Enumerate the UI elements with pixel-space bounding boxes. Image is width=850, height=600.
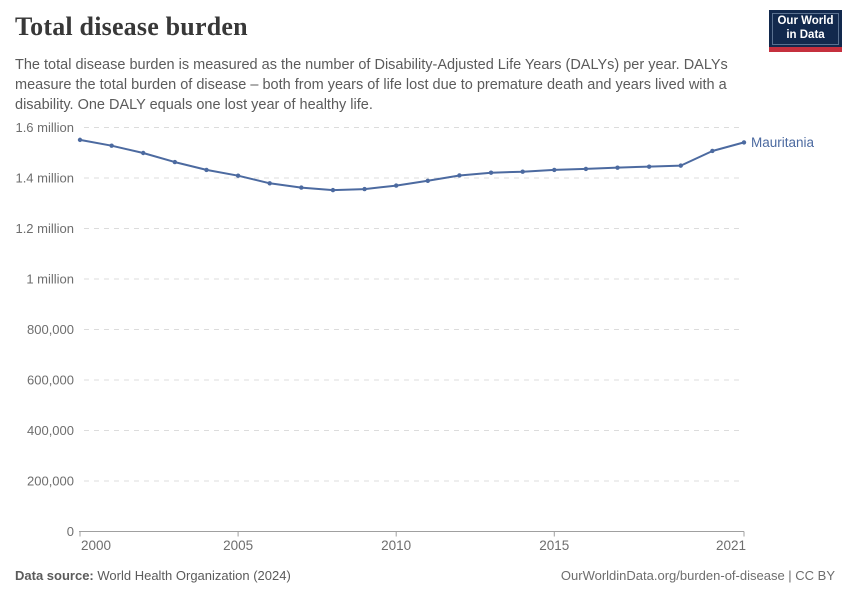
x-axis-tick-label: 2000 [81, 538, 111, 553]
y-axis-tick-label: 1.2 million [15, 221, 74, 236]
entity-label[interactable]: Mauritania [751, 135, 815, 150]
y-axis-tick-label: 1.4 million [15, 171, 74, 186]
x-axis-tick-label: 2005 [223, 538, 253, 553]
data-point[interactable] [646, 164, 652, 169]
data-source-label: Data source: [15, 568, 94, 583]
y-axis-tick-label: 0 [67, 524, 74, 539]
data-point[interactable] [741, 140, 747, 145]
y-axis-tick-label: 1 million [26, 272, 74, 287]
data-point[interactable] [77, 137, 83, 143]
data-point[interactable] [393, 183, 399, 188]
y-axis-tick-label: 400,000 [27, 423, 74, 438]
owid-logo[interactable]: Our World in Data [769, 10, 842, 52]
chart-header: Total disease burden The total disease b… [15, 10, 842, 115]
data-point[interactable] [109, 143, 114, 148]
y-axis-tick-label: 600,000 [27, 373, 74, 388]
data-point[interactable] [710, 148, 715, 154]
data-point[interactable] [520, 169, 525, 174]
x-axis-tick-label: 2015 [539, 538, 569, 553]
owid-logo-text: Our World in Data [772, 13, 839, 45]
data-point[interactable] [552, 167, 557, 173]
data-point[interactable] [362, 186, 367, 192]
data-point[interactable] [457, 173, 462, 178]
data-point[interactable] [141, 150, 146, 156]
y-axis-tick-label: 200,000 [27, 474, 74, 489]
x-axis-tick-label: 2021 [716, 538, 746, 553]
series-line[interactable] [79, 138, 745, 192]
page-title: Total disease burden [15, 12, 248, 41]
owid-logo-line1: Our World [777, 15, 834, 28]
y-axis-tick-label: 800,000 [27, 322, 74, 337]
data-point[interactable] [299, 185, 304, 190]
data-point[interactable] [204, 167, 209, 173]
data-point[interactable] [678, 163, 683, 168]
chart-subtitle: The total disease burden is measured as … [15, 56, 728, 113]
owid-logo-line2: in Data [786, 29, 825, 41]
data-point[interactable] [172, 159, 178, 165]
owid-url-license[interactable]: OurWorldinData.org/burden-of-disease | C… [560, 568, 835, 583]
data-point[interactable] [425, 178, 431, 183]
chart-footer: Data source: World Health Organization (… [15, 568, 835, 583]
x-axis-tick-label: 2010 [381, 538, 411, 553]
data-point[interactable] [235, 173, 241, 178]
data-point[interactable] [488, 170, 494, 175]
data-source-note: Data source: World Health Organization (… [15, 568, 291, 583]
y-axis-tick-label: 1.6 million [15, 120, 74, 135]
data-point[interactable] [330, 187, 336, 193]
data-point[interactable] [615, 165, 620, 170]
data-point[interactable] [583, 166, 589, 172]
owid-logo-red-stripe [769, 47, 842, 52]
data-point[interactable] [267, 181, 272, 186]
data-source-value: World Health Organization (2024) [97, 568, 291, 583]
